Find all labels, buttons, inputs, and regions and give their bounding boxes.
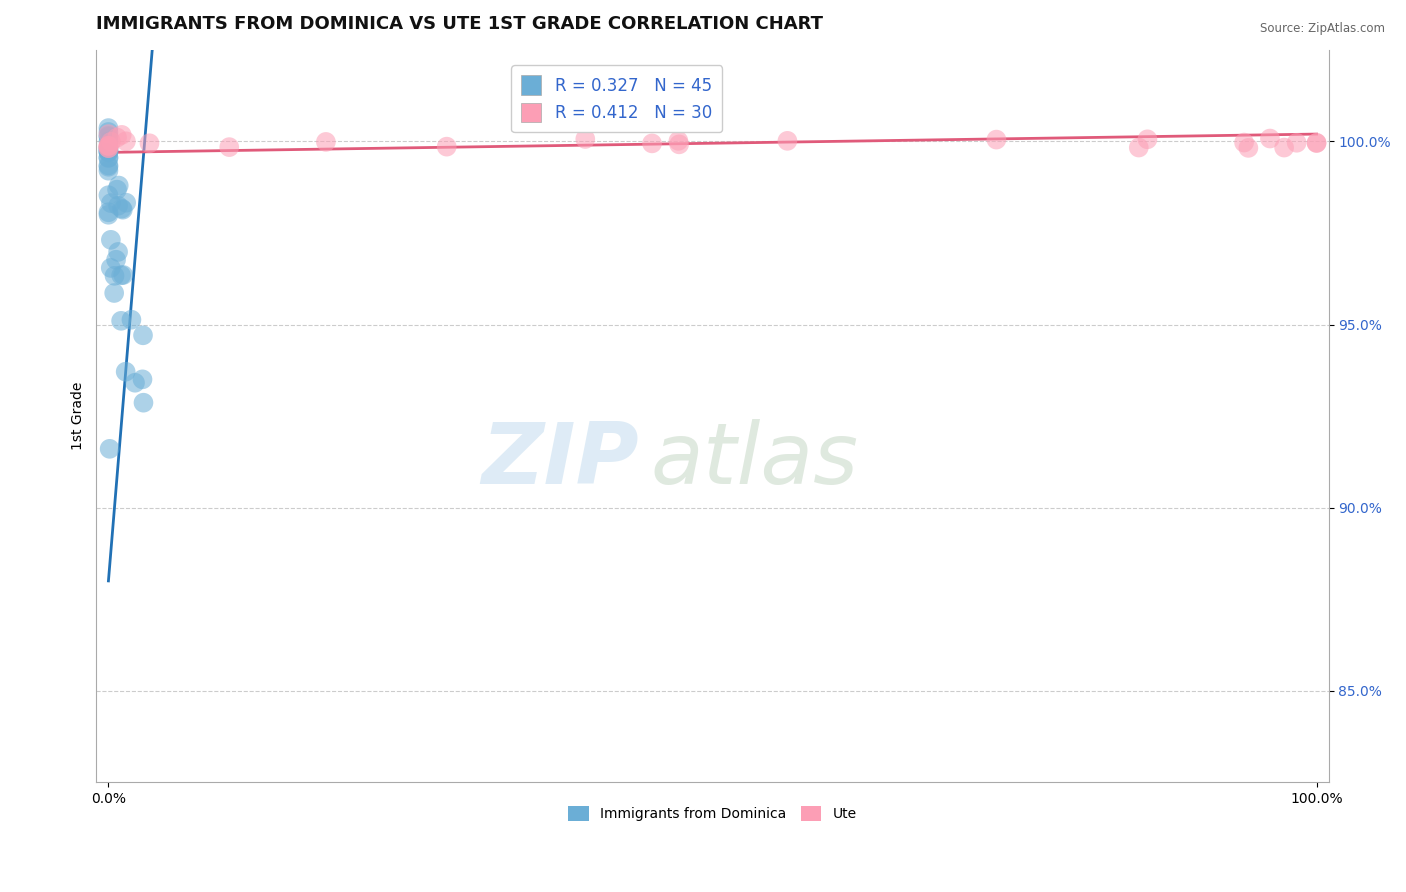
Point bbox=[112, 268, 135, 282]
Point bbox=[110, 314, 132, 328]
Point bbox=[124, 376, 146, 390]
Point bbox=[97, 208, 120, 222]
Point bbox=[97, 205, 120, 219]
Point bbox=[97, 127, 120, 141]
Point bbox=[97, 160, 120, 174]
Point bbox=[105, 183, 128, 197]
Point bbox=[1237, 141, 1260, 155]
Point bbox=[100, 260, 122, 275]
Text: atlas: atlas bbox=[651, 418, 859, 501]
Text: ZIP: ZIP bbox=[481, 418, 638, 501]
Point bbox=[97, 125, 120, 139]
Point bbox=[105, 252, 128, 267]
Point bbox=[103, 268, 125, 283]
Point bbox=[100, 233, 122, 247]
Point bbox=[111, 202, 134, 217]
Point bbox=[97, 158, 120, 172]
Text: IMMIGRANTS FROM DOMINICA VS UTE 1ST GRADE CORRELATION CHART: IMMIGRANTS FROM DOMINICA VS UTE 1ST GRAD… bbox=[97, 15, 824, 33]
Point bbox=[574, 132, 596, 146]
Text: Source: ZipAtlas.com: Source: ZipAtlas.com bbox=[1260, 22, 1385, 36]
Point bbox=[641, 136, 664, 151]
Point bbox=[97, 144, 120, 158]
Point bbox=[111, 128, 134, 142]
Point bbox=[97, 141, 120, 155]
Point bbox=[97, 141, 120, 155]
Point bbox=[97, 139, 120, 153]
Point bbox=[986, 132, 1008, 146]
Point bbox=[1305, 136, 1327, 150]
Point bbox=[97, 128, 120, 143]
Point bbox=[436, 139, 458, 153]
Point bbox=[1136, 132, 1159, 146]
Point bbox=[120, 312, 142, 326]
Point bbox=[97, 145, 120, 160]
Point bbox=[97, 121, 120, 136]
Point bbox=[97, 151, 120, 165]
Point bbox=[218, 140, 240, 154]
Point bbox=[668, 137, 690, 152]
Point bbox=[1233, 136, 1256, 150]
Point bbox=[115, 134, 138, 148]
Point bbox=[97, 141, 120, 155]
Point bbox=[97, 138, 120, 153]
Point bbox=[1258, 131, 1281, 145]
Point bbox=[107, 244, 129, 259]
Point bbox=[97, 151, 120, 165]
Point bbox=[138, 136, 160, 151]
Point bbox=[97, 142, 120, 156]
Point bbox=[111, 202, 134, 216]
Point bbox=[1305, 136, 1327, 150]
Point bbox=[315, 135, 337, 149]
Y-axis label: 1st Grade: 1st Grade bbox=[72, 382, 86, 450]
Point bbox=[100, 196, 122, 211]
Point bbox=[776, 134, 799, 148]
Point bbox=[1285, 136, 1308, 150]
Point bbox=[100, 135, 122, 149]
Point bbox=[97, 134, 120, 148]
Point bbox=[114, 365, 136, 379]
Point bbox=[107, 199, 129, 213]
Point bbox=[97, 145, 120, 159]
Point bbox=[105, 130, 128, 145]
Point bbox=[97, 138, 120, 153]
Point bbox=[115, 195, 138, 210]
Point bbox=[1272, 140, 1295, 154]
Point bbox=[132, 395, 155, 409]
Point bbox=[668, 134, 690, 148]
Point bbox=[103, 285, 125, 300]
Point bbox=[131, 372, 153, 386]
Point bbox=[132, 328, 155, 343]
Point bbox=[110, 268, 132, 283]
Point bbox=[107, 178, 129, 193]
Point bbox=[97, 129, 120, 144]
Point bbox=[1128, 140, 1150, 154]
Point bbox=[98, 442, 121, 456]
Point bbox=[97, 188, 120, 202]
Legend: Immigrants from Dominica, Ute: Immigrants from Dominica, Ute bbox=[562, 801, 862, 827]
Point bbox=[97, 163, 120, 178]
